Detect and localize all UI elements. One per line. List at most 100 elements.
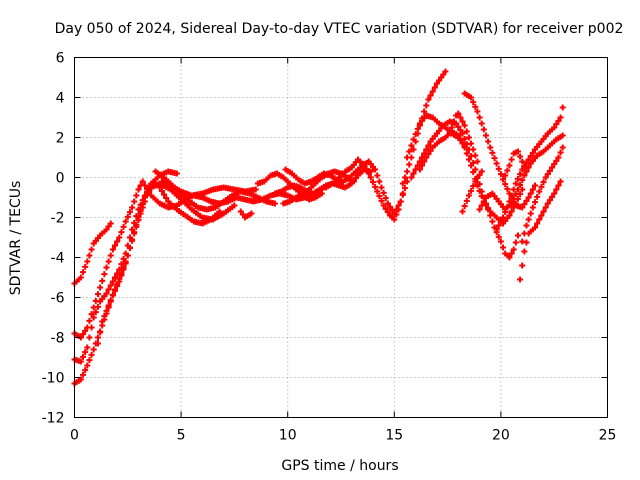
data-point-marker — [425, 96, 432, 103]
data-point-marker — [129, 237, 136, 244]
data-point-marker — [410, 170, 417, 177]
data-point-marker — [474, 158, 481, 165]
data-point-marker — [529, 186, 536, 193]
data-point-marker — [90, 346, 97, 353]
data-point-marker — [497, 171, 504, 178]
data-point-marker — [493, 226, 500, 233]
data-point-marker — [540, 208, 547, 215]
data-point-marker — [555, 117, 562, 124]
data-point-marker — [133, 192, 140, 199]
data-point-marker — [485, 138, 492, 145]
data-point-marker — [472, 152, 479, 159]
data-point-marker — [103, 264, 110, 271]
axis-ticks: 0 5 10 15 20 25 -12 -10 -8 -6 -4 -2 0 2 4 6 — [42, 51, 617, 444]
data-series — [446, 110, 481, 165]
data-point-marker — [523, 197, 530, 204]
data-point-marker — [350, 178, 357, 185]
data-point-marker — [472, 178, 479, 185]
data-point-marker — [463, 150, 470, 157]
data-point-marker — [84, 362, 91, 369]
data-point-marker — [404, 154, 411, 161]
data-point-marker — [88, 246, 95, 253]
data-point-marker — [468, 187, 475, 194]
data-point-marker — [231, 202, 238, 209]
x-tick-label: 0 — [70, 428, 79, 444]
data-point-marker — [559, 104, 566, 111]
data-point-marker — [131, 230, 138, 237]
data-point-marker — [112, 274, 119, 281]
data-point-marker — [133, 223, 140, 230]
y-axis-label: SDTVAR / TECUs — [8, 181, 24, 296]
data-point-marker — [367, 174, 374, 181]
data-point-marker — [549, 193, 556, 200]
data-point-marker — [126, 209, 133, 216]
data-point-marker — [553, 186, 560, 193]
data-point-marker — [532, 199, 539, 206]
data-series — [323, 156, 406, 223]
y-tick-label: 2 — [56, 131, 65, 147]
data-series — [399, 68, 449, 187]
data-point-marker — [163, 195, 170, 201]
data-point-marker — [114, 238, 121, 245]
y-tick-label: -10 — [42, 371, 65, 387]
data-point-marker — [559, 132, 566, 139]
data-point-marker — [86, 317, 93, 324]
data-point-marker — [517, 153, 524, 160]
data-point-marker — [395, 206, 402, 213]
data-point-marker — [495, 233, 502, 240]
data-point-marker — [450, 118, 457, 125]
data-point-marker — [80, 331, 87, 338]
data-point-marker — [470, 169, 477, 176]
data-point-marker — [485, 205, 492, 212]
data-point-marker — [372, 166, 379, 173]
data-point-marker — [391, 216, 398, 223]
data-point-marker — [553, 157, 560, 164]
y-tick-label: 4 — [56, 91, 65, 107]
data-point-marker — [455, 110, 462, 117]
data-point-marker — [80, 371, 87, 378]
data-point-marker — [478, 202, 485, 209]
data-point-marker — [380, 202, 387, 209]
data-series — [158, 178, 259, 199]
data-point-marker — [429, 88, 436, 95]
data-point-marker — [500, 214, 507, 221]
data-points — [71, 68, 566, 387]
data-point-marker — [112, 242, 119, 249]
data-point-marker — [478, 193, 485, 200]
data-point-marker — [502, 209, 509, 216]
data-point-marker — [457, 127, 464, 134]
data-point-marker — [480, 198, 487, 205]
data-point-marker — [107, 282, 114, 289]
data-point-marker — [495, 222, 502, 229]
data-point-marker — [382, 205, 389, 212]
data-point-marker — [455, 123, 462, 130]
data-point-marker — [431, 84, 438, 91]
data-point-marker — [408, 142, 415, 149]
data-point-marker — [525, 194, 532, 201]
data-point-marker — [94, 303, 101, 310]
data-point-marker — [510, 246, 517, 253]
y-tick-label: -4 — [51, 251, 65, 267]
data-point-marker — [82, 327, 89, 334]
data-point-marker — [468, 94, 475, 101]
data-point-marker — [489, 149, 496, 156]
data-point-marker — [374, 188, 381, 195]
data-point-marker — [465, 156, 472, 163]
data-point-marker — [404, 168, 411, 175]
grid-lines — [74, 57, 608, 418]
data-point-marker — [103, 290, 110, 297]
data-point-marker — [148, 183, 155, 190]
data-point-marker — [500, 244, 507, 251]
data-point-marker — [551, 161, 558, 168]
data-point-marker — [365, 170, 372, 177]
data-point-marker — [77, 274, 84, 281]
data-point-marker — [534, 193, 541, 200]
data-point-marker — [519, 262, 526, 269]
data-point-marker — [86, 252, 93, 259]
data-point-marker — [86, 357, 93, 364]
x-tick-label: 10 — [279, 428, 297, 444]
data-point-marker — [141, 182, 148, 189]
data-point-marker — [105, 286, 112, 293]
data-point-marker — [478, 120, 485, 127]
data-point-marker — [122, 258, 129, 265]
